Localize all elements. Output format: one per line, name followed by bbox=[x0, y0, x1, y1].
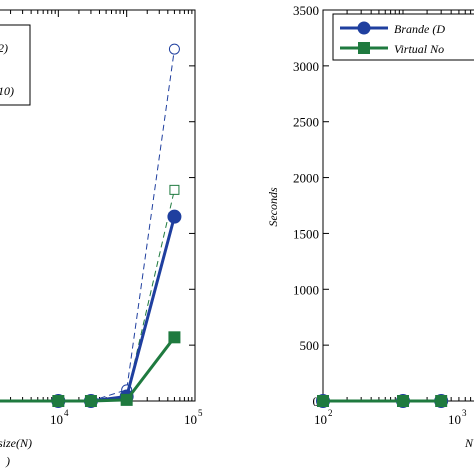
svg-text:2: 2 bbox=[328, 408, 333, 418]
right-y-tick-label: 0 bbox=[313, 394, 320, 409]
right-y-tick-labels: 0 500 1000 1500 2000 2500 3000 3500 bbox=[293, 3, 319, 409]
svg-text:10: 10 bbox=[448, 412, 461, 427]
right-y-tick-label: 1500 bbox=[293, 226, 319, 241]
left-series-3-point bbox=[167, 209, 182, 224]
left-legend-box: 2) 10) bbox=[0, 24, 31, 106]
right-series-2-point bbox=[435, 395, 448, 407]
left-legend-entry-1: 2) bbox=[0, 41, 8, 55]
right-y-axis-label: Seconds bbox=[266, 187, 280, 227]
right-legend-entry-1: Brande (D bbox=[394, 22, 445, 36]
right-legend-marker-2 bbox=[358, 42, 370, 54]
left-series-group bbox=[0, 43, 182, 408]
right-x-tick-label-1e3: 10 3 bbox=[448, 408, 467, 427]
left-x-tick-label-1e4: 10 4 bbox=[50, 408, 69, 427]
right-axes-frame bbox=[322, 9, 474, 402]
right-y-tick-label: 3500 bbox=[293, 3, 319, 18]
right-legend-entry-2: Virtual No bbox=[394, 42, 444, 56]
right-y-tick-label: 1000 bbox=[293, 282, 319, 297]
right-x-tick-label-1e2: 10 2 bbox=[314, 408, 333, 427]
right-chart-panel: 0 500 1000 1500 2000 2500 3000 3500 10 2 10 3 S… bbox=[266, 3, 474, 450]
svg-text:4: 4 bbox=[64, 408, 69, 418]
right-axis-ticks bbox=[322, 9, 472, 402]
svg-text:3: 3 bbox=[462, 408, 467, 418]
svg-text:10: 10 bbox=[314, 412, 327, 427]
svg-text:10: 10 bbox=[50, 412, 63, 427]
right-legend-frame bbox=[332, 13, 474, 61]
left-chart-panel: 2) 10) 10 4 10 5 size(N) ) bbox=[0, 9, 203, 468]
right-legend-box: Brande (D Virtual No bbox=[332, 13, 474, 61]
svg-text:5: 5 bbox=[198, 408, 203, 418]
right-legend-marker-1 bbox=[357, 21, 371, 35]
left-series-4-point bbox=[52, 395, 65, 407]
left-legend-frame bbox=[0, 24, 31, 106]
left-series-2-point bbox=[169, 184, 180, 195]
left-series-4-line bbox=[0, 336, 176, 403]
right-x-axis-label: N bbox=[464, 436, 474, 450]
right-series-2-point bbox=[397, 395, 409, 407]
left-series-4-point bbox=[84, 395, 97, 407]
right-y-tick-label: 2500 bbox=[293, 115, 319, 130]
left-series-4-point bbox=[168, 331, 181, 344]
right-series-group bbox=[316, 394, 449, 408]
right-series-2-point bbox=[317, 395, 329, 407]
left-series-1-point bbox=[168, 43, 180, 55]
right-y-tick-label: 2000 bbox=[293, 171, 319, 186]
right-y-tick-label: 500 bbox=[300, 338, 320, 353]
left-x-axis-label: size(N) bbox=[0, 436, 32, 450]
right-y-tick-label: 3000 bbox=[293, 59, 319, 74]
left-x-axis-label-line2: ) bbox=[5, 454, 10, 468]
svg-text:10: 10 bbox=[184, 412, 197, 427]
left-legend-entry-2: 10) bbox=[0, 84, 14, 98]
left-x-tick-label-1e5: 10 5 bbox=[184, 408, 203, 427]
left-series-4-point bbox=[120, 393, 133, 406]
